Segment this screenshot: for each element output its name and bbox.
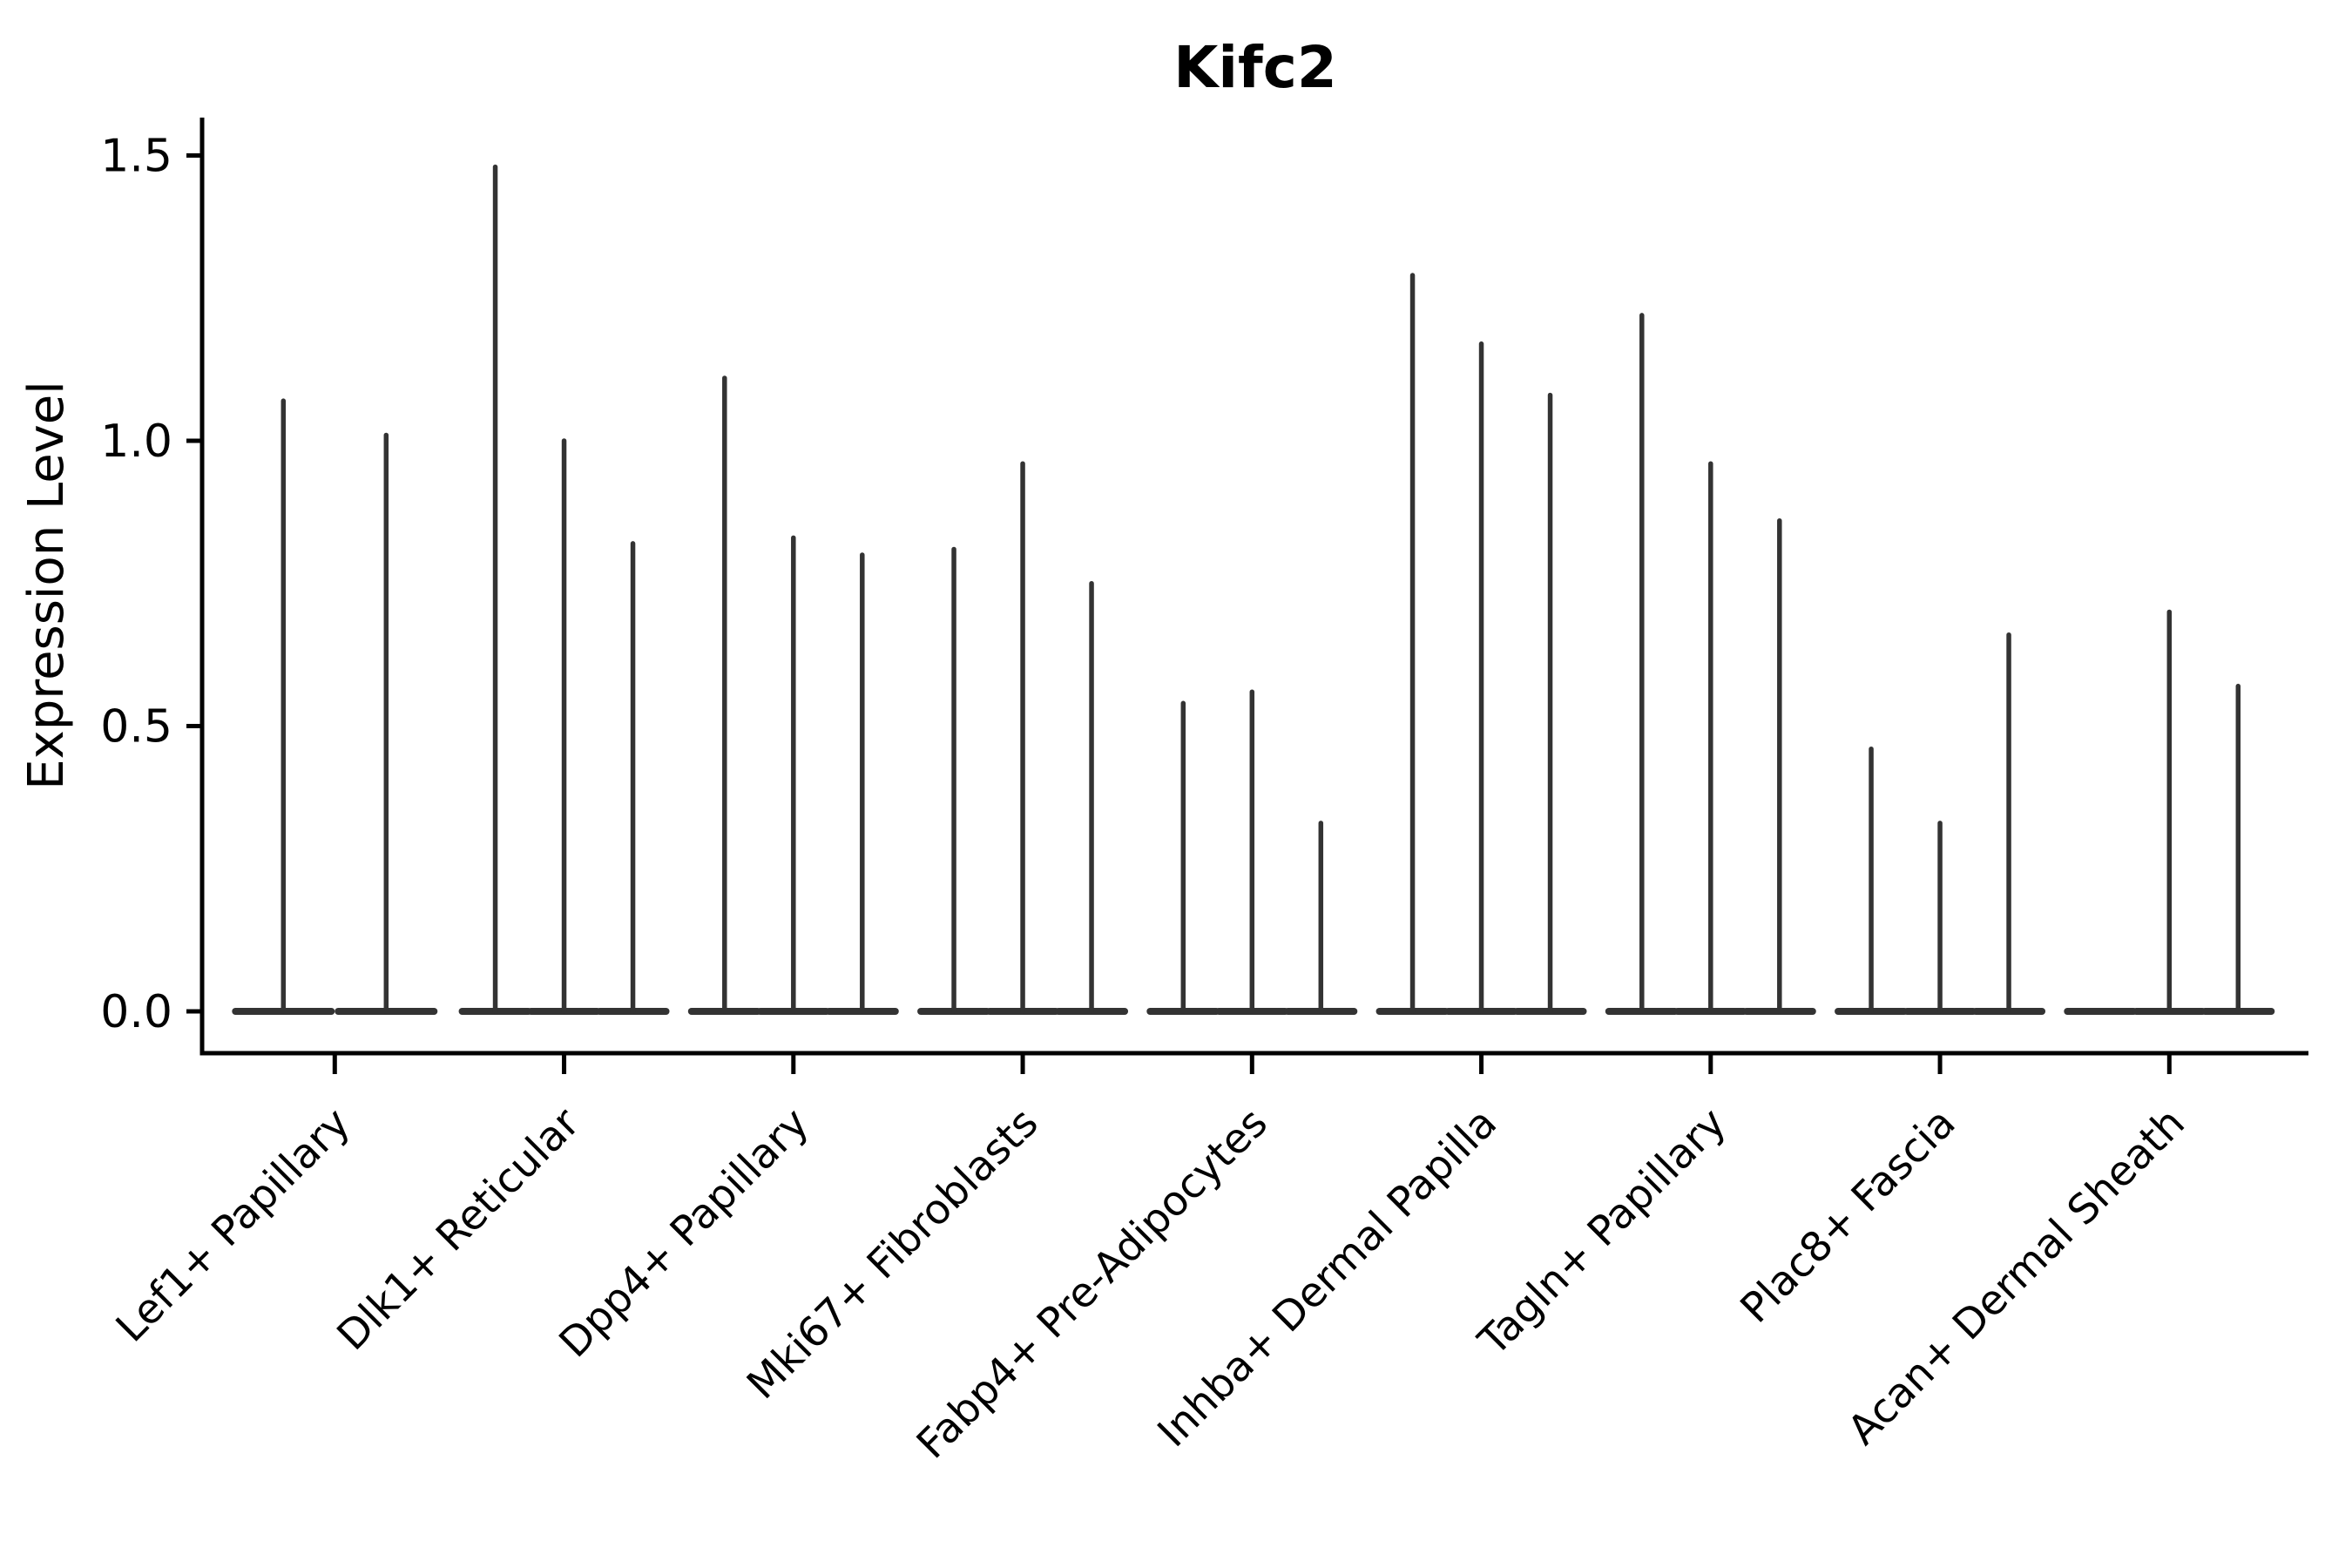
violins [232,164,2275,1015]
chart-title: Kifc2 [1173,34,1337,101]
y-tick-label: 0.5 [100,701,172,754]
x-tick-label: Plac8+ Fascia [1732,1099,1965,1333]
x-tick-label: Tagln+ Papillary [1469,1099,1735,1366]
x-tick-label: Lef1+ Papillary [107,1099,360,1352]
x-tick-label: Dlk1+ Reticular [328,1098,590,1360]
violin-group [1375,273,1587,1015]
y-tick-label: 0.0 [100,986,172,1038]
y-tick-label: 1.5 [100,131,172,183]
violin-group [1605,313,1816,1015]
violin-group [687,375,899,1015]
violin-group [1835,632,2046,1015]
y-axis-label: Expression Level [18,381,75,790]
violin-group [917,461,1129,1015]
violin-group [1146,689,1358,1015]
violin-base [2064,1008,2138,1015]
y-tick-label: 1.0 [100,416,172,468]
violin-group [2064,609,2275,1015]
violin-group [458,164,670,1015]
y-axis-ticks: 0.0 0.5 1.0 1.5 [100,131,202,1038]
x-tick-label: Dpp4+ Papillary [551,1099,819,1368]
violin-group [232,398,438,1015]
